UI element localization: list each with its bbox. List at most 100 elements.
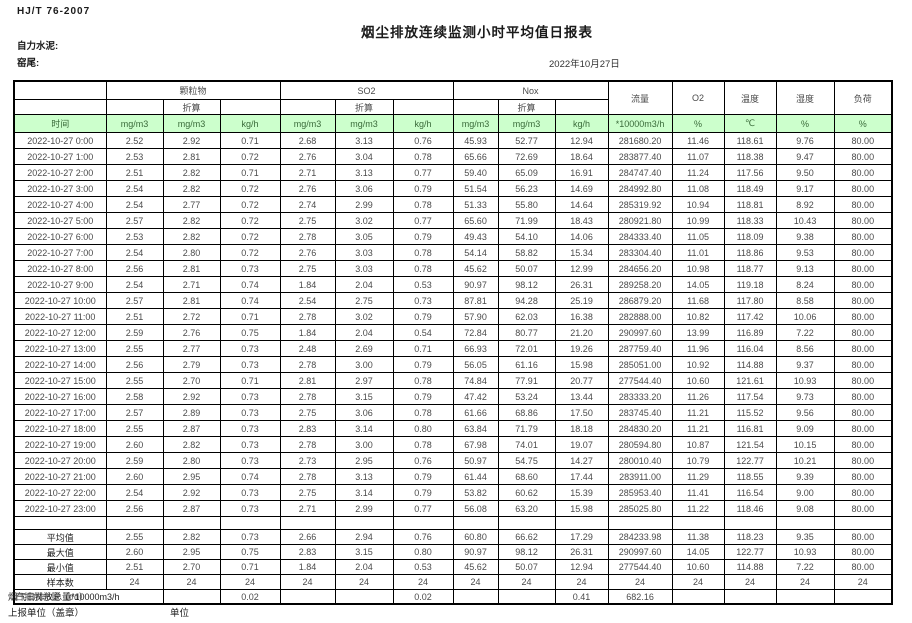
value-cell: 51.54 [452,180,499,197]
value-cell: 2.81 [162,148,221,165]
value-cell: 0.75 [219,324,281,341]
value-cell: 11.68 [671,292,725,309]
value-cell: 66.93 [452,340,499,357]
value-cell: 58.82 [497,244,556,261]
value-cell: 290997.60 [607,324,673,341]
value-cell: 55.80 [497,196,556,213]
value-cell: 2.76 [279,180,336,197]
value-cell: 2.82 [162,164,221,181]
value-cell: 117.42 [723,308,777,325]
value-cell: 2.82 [162,212,221,229]
spacer-cell [607,516,673,530]
table-header: 颗粒物 SO2 Nox 流量 O2 温度 湿度 负荷 折算 折算 折算 时间 m… [13,80,893,133]
value-cell: 0.54 [392,324,454,341]
value-cell: 0.74 [219,292,281,309]
value-cell: 63.20 [497,500,556,517]
value-cell: 2.54 [105,276,164,293]
time-cell: 2022-10-27 1:00 [13,148,107,165]
value-cell: 80.00 [833,148,893,165]
value-cell: 2.48 [279,340,336,357]
value-cell: 80.00 [833,356,893,373]
daily-total-row: 日排放总量（t/d） 0.02 0.02 0.41 682.16 [13,589,893,605]
table-row: 2022-10-27 4:00 2.54 2.77 0.72 2.74 2.99 0.78 5… [13,196,893,213]
value-cell: 60.80 [452,529,499,545]
value-cell: 118.09 [723,228,777,245]
unit-cell: mg/m3 [497,114,556,133]
value-cell: 54.75 [497,452,556,469]
value-cell: 0.79 [392,468,454,485]
header-temperature: 温度 [723,80,777,115]
value-cell: 11.26 [671,388,725,405]
value-cell: 10.79 [671,452,725,469]
value-cell: 56.05 [452,356,499,373]
value-cell: 277544.40 [607,559,673,575]
value-cell: 115.52 [723,404,777,421]
value-cell: 1.84 [279,559,336,575]
value-cell: 2.82 [162,436,221,453]
value-cell [723,589,777,605]
value-cell: 50.07 [497,260,556,277]
value-cell: 94.28 [497,292,556,309]
value-cell: 2.79 [162,356,221,373]
value-cell: 80.00 [833,132,893,149]
value-cell: 2.83 [279,544,336,560]
value-cell [497,589,556,605]
value-cell: 117.80 [723,292,777,309]
value-cell: 2.51 [105,308,164,325]
value-cell: 0.72 [219,244,281,261]
value-cell: 10.82 [671,308,725,325]
value-cell: 2.60 [105,468,164,485]
value-cell: 2.55 [105,420,164,437]
value-cell: 289258.20 [607,276,673,293]
unit-cell: kg/h [219,114,281,133]
table-row: 2022-10-27 11:00 2.51 2.72 0.71 2.78 3.02 0.79… [13,308,893,325]
value-cell: 0.78 [392,372,454,389]
value-cell: 24 [219,574,281,590]
value-cell: 280010.40 [607,452,673,469]
header-blank-cell [13,99,107,115]
report-date: 2022年10月27日 [549,59,620,70]
header-o2: O2 [671,80,725,115]
spacer-cell [392,516,454,530]
value-cell: 0.71 [392,340,454,357]
subheader-converted-pm: 折算 [162,99,221,115]
summary-row: 平均值 2.55 2.82 0.73 2.66 2.94 0.76 60.80 66.62 17.… [13,529,893,545]
value-cell: 283304.40 [607,244,673,261]
value-cell [833,589,893,605]
value-cell: 9.47 [775,148,835,165]
value-cell: 65.66 [452,148,499,165]
value-cell: 80.00 [833,559,893,575]
value-cell: 8.56 [775,340,835,357]
value-cell: 122.77 [723,544,777,560]
table-row: 2022-10-27 2:00 2.51 2.82 0.71 2.71 3.13 0.77 5… [13,164,893,181]
value-cell: 122.77 [723,452,777,469]
value-cell: 80.00 [833,228,893,245]
value-cell: 74.01 [497,436,556,453]
value-cell: 2.73 [279,452,336,469]
value-cell: 66.62 [497,529,556,545]
value-cell: 71.99 [497,212,556,229]
value-cell: 2.82 [162,228,221,245]
value-cell: 3.15 [334,388,394,405]
table-row: 2022-10-27 5:00 2.57 2.82 0.72 2.75 3.02 0.77 6… [13,212,893,229]
time-cell: 2022-10-27 8:00 [13,260,107,277]
value-cell: 1.84 [279,324,336,341]
time-cell: 2022-10-27 0:00 [13,132,107,149]
value-cell: 0.73 [392,292,454,309]
value-cell: 0.76 [392,452,454,469]
value-cell: 0.72 [219,228,281,245]
spacer-cell [13,516,107,530]
value-cell: 57.90 [452,308,499,325]
time-cell: 2022-10-27 4:00 [13,196,107,213]
value-cell: 116.54 [723,484,777,501]
value-cell: 14.64 [554,196,609,213]
subheader-row: 折算 折算 折算 [13,99,892,115]
value-cell: 2.75 [334,292,394,309]
value-cell: 53.24 [497,388,556,405]
value-cell: 2.51 [105,164,164,181]
value-cell: 9.38 [775,228,835,245]
value-cell: 18.64 [554,148,609,165]
group-header-so2: SO2 [279,80,454,100]
value-cell: 24 [497,574,556,590]
value-cell: 0.72 [219,196,281,213]
